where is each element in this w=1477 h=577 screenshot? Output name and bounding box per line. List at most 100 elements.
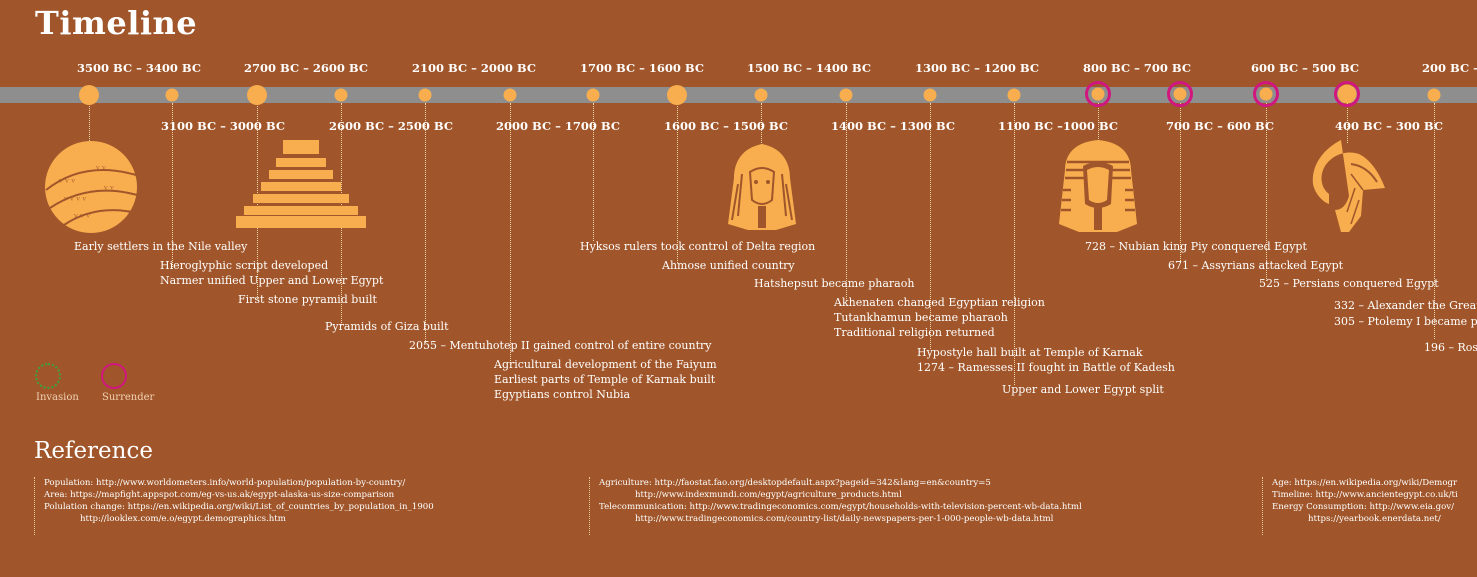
page-title: Timeline: [35, 4, 198, 42]
event-label: Earliest parts of Temple of Karnak built: [494, 373, 716, 386]
svg-text:ⱽ ⱽ: ⱽ ⱽ: [103, 185, 114, 194]
date-label: 1600 BC – 1500 BC: [664, 119, 788, 133]
date-label: 3100 BC – 3000 BC: [161, 119, 285, 133]
event-label: 2055 – Mentuhotep II gained control of e…: [409, 339, 712, 352]
surrender-ring: [1167, 81, 1193, 107]
reference-link[interactable]: http://looklex.com/e.o/egypt.demographic…: [80, 514, 286, 524]
reference-column: Agriculture: http://faostat.fao.org/desk…: [589, 477, 1082, 535]
connector-line: [846, 103, 847, 299]
connector-line: [1180, 103, 1181, 263]
event-label: 525 – Persians conquered Egypt: [1259, 277, 1439, 290]
connector-line: [1098, 103, 1099, 143]
connector-line: [677, 103, 678, 263]
alexander-helmet-icon: [1312, 140, 1385, 232]
surrender-ring: [1085, 81, 1111, 107]
event-label: 728 – Nubian king Piy conquered Egypt: [1085, 240, 1307, 253]
reference-link[interactable]: Age: https://en.wikipedia.org/wiki/Demog…: [1272, 478, 1458, 488]
pyramid-icon: [236, 140, 366, 228]
reference-link[interactable]: https://yearbook.enerdata.net/: [1308, 514, 1441, 524]
date-label: 2000 BC – 1700 BC: [496, 119, 620, 133]
date-label: 600 BC – 500 BC: [1251, 61, 1359, 75]
invasion-legend-icon: [35, 363, 61, 389]
timeline-dot[interactable]: [1091, 87, 1105, 101]
date-label: 800 BC – 700 BC: [1083, 61, 1191, 75]
event-label: 332 – Alexander the Great: [1334, 299, 1477, 312]
event-label: 671 – Assyrians attacked Egypt: [1168, 259, 1344, 272]
connector-line: [593, 103, 594, 241]
connector-line: [425, 103, 426, 343]
timeline-dot[interactable]: [1427, 88, 1441, 102]
event-label: Hypostyle hall built at Temple of Karnak: [917, 346, 1143, 359]
connector-line: [1014, 103, 1015, 385]
event-label: Traditional religion returned: [834, 326, 995, 339]
timeline-dot[interactable]: [667, 85, 687, 105]
timeline-dot[interactable]: [839, 88, 853, 102]
connector-line: [89, 103, 90, 151]
connector-line: [172, 103, 173, 269]
timeline-dot[interactable]: [1007, 88, 1021, 102]
event-label: Akhenaten changed Egyptian religion: [834, 296, 1045, 309]
event-label: Ahmose unified country: [662, 259, 795, 272]
date-label: 3500 BC – 3400 BC: [77, 61, 201, 75]
nile-fields-icon: ⱽ ⱽ ⱽ ⱽ ⱽ ⱽ ⱽ ⱽ ⱽ ⱽ ⱽ ⱽ ⱽ ⱽ: [45, 141, 138, 233]
timeline-dot[interactable]: [165, 88, 179, 102]
event-label: First stone pyramid built: [238, 293, 377, 306]
svg-text:ⱽ ⱽ ⱽ ⱽ: ⱽ ⱽ ⱽ ⱽ: [63, 196, 87, 205]
date-label: 2600 BC – 2500 BC: [329, 119, 453, 133]
surrender-ring: [1253, 81, 1279, 107]
event-label: Hyksos rulers took control of Delta regi…: [580, 240, 816, 253]
surrender-ring: [1334, 81, 1360, 107]
tutankhamun-mask-icon: [1059, 140, 1137, 232]
timeline-dot[interactable]: [754, 88, 768, 102]
reference-link[interactable]: Population: http://www.worldometers.info…: [44, 478, 406, 488]
reference-link[interactable]: http://www.tradingeconomics.com/country-…: [635, 514, 1054, 524]
event-label: Hieroglyphic script developed: [160, 259, 329, 272]
timeline-dot[interactable]: [418, 88, 432, 102]
event-label: Narmer unified Upper and Lower Egypt: [160, 274, 384, 287]
reference-title: Reference: [34, 438, 153, 464]
reference-link[interactable]: Timeline: http://www.ancientegypt.co.uk/…: [1272, 490, 1458, 500]
connector-line: [1347, 103, 1348, 143]
legend-invasion-label: Invasion: [36, 392, 79, 403]
date-label: 1500 BC – 1400 BC: [747, 61, 871, 75]
date-label: 200 BC – 100 BC: [1422, 61, 1477, 75]
timeline-dot[interactable]: [1337, 84, 1357, 104]
event-label: Upper and Lower Egypt split: [1002, 383, 1164, 396]
timeline-dot[interactable]: [1259, 87, 1273, 101]
svg-text:ⱽ ⱽ ⱽ: ⱽ ⱽ ⱽ: [73, 213, 90, 222]
date-label: 1300 BC – 1200 BC: [915, 61, 1039, 75]
date-label: 2100 BC – 2000 BC: [412, 61, 536, 75]
reference-link[interactable]: Energy Consumption: http://www.eia.gov/: [1272, 502, 1455, 512]
event-label: Agricultural development of the Faiyum: [494, 358, 717, 371]
timeline-dot[interactable]: [334, 88, 348, 102]
reference-link[interactable]: Agriculture: http://faostat.fao.org/desk…: [599, 478, 991, 488]
event-label: 1274 – Ramesses II fought in Battle of K…: [917, 361, 1175, 374]
reference-link[interactable]: Area: https://mapfight.appspot.com/eg-vs…: [44, 490, 395, 500]
connector-line: [1434, 103, 1435, 339]
connector-line: [510, 103, 511, 365]
event-label: Pyramids of Giza built: [325, 320, 449, 333]
date-label: 1400 BC – 1300 BC: [831, 119, 955, 133]
date-label: 700 BC – 600 BC: [1166, 119, 1274, 133]
event-label: 305 – Ptolemy I became p: [1334, 315, 1477, 328]
reference-link[interactable]: http://www.indexmundi.com/egypt/agricult…: [635, 490, 902, 500]
connector-line: [1266, 103, 1267, 281]
timeline-dot[interactable]: [923, 88, 937, 102]
reference-link[interactable]: Telecommunication: http://www.tradingeco…: [599, 502, 1082, 512]
event-label: Tutankhamun became pharaoh: [834, 311, 1008, 324]
surrender-legend-icon: [101, 363, 127, 389]
date-label: 400 BC – 300 BC: [1335, 119, 1443, 133]
timeline-dot[interactable]: [79, 85, 99, 105]
reference-link[interactable]: Polulation change: https://en.wikipedia.…: [44, 502, 434, 512]
reference-column: Population: http://www.worldometers.info…: [34, 477, 434, 535]
event-label: 196 – Ros: [1424, 341, 1477, 354]
event-label: Hatshepsut became pharaoh: [754, 277, 915, 290]
svg-text:ⱽ ⱽ: ⱽ ⱽ: [95, 165, 106, 174]
timeline-dot[interactable]: [586, 88, 600, 102]
event-label: Early settlers in the Nile valley: [74, 240, 248, 253]
pharaoh-mask-icon: [728, 144, 796, 230]
timeline-dot[interactable]: [503, 88, 517, 102]
timeline-dot[interactable]: [247, 85, 267, 105]
reference-column: Age: https://en.wikipedia.org/wiki/Demog…: [1262, 477, 1477, 535]
timeline-dot[interactable]: [1173, 87, 1187, 101]
